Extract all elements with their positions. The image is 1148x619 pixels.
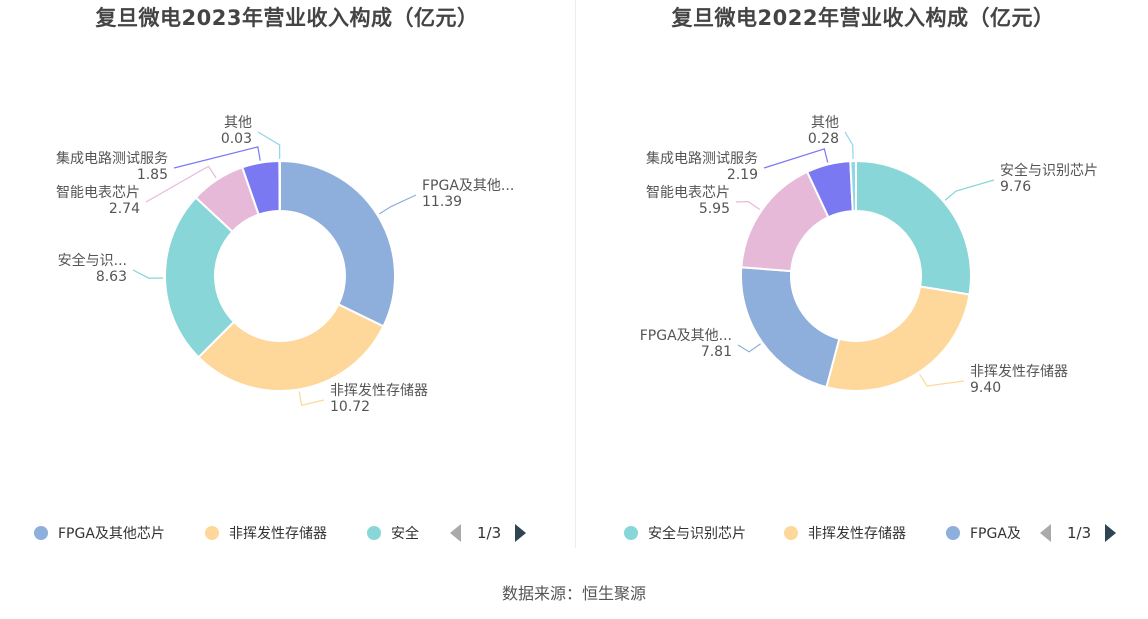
legend-item[interactable]: 非挥发性存储器 (205, 520, 327, 546)
slice-label: 集成电路测试服务 (56, 150, 168, 167)
leader-line (145, 165, 217, 203)
slice-value-label: 1.85 (137, 167, 168, 183)
legend-label: 安全 (391, 526, 419, 542)
slice-1[interactable] (279, 159, 396, 328)
slice-value-label: 11.39 (422, 194, 462, 210)
slice-value-label: 0.03 (221, 131, 252, 147)
legend-dot (784, 526, 798, 540)
legend-label: 非挥发性存储器 (808, 526, 906, 542)
slice-value-label: 8.63 (96, 269, 127, 285)
slice-value-label: 9.76 (1000, 179, 1031, 195)
slice-label: FPGA及其他... (640, 328, 732, 344)
legend-dot (367, 526, 381, 540)
legend-item[interactable]: 安全 (367, 520, 419, 546)
legend-label: FPGA及其他芯片 (58, 526, 165, 542)
chevron-right-icon[interactable] (1105, 524, 1117, 542)
leader-line (844, 131, 854, 160)
leader-line (735, 200, 761, 211)
leader-line (257, 131, 281, 160)
leader-line (919, 373, 965, 387)
chart-title: 复旦微电2022年营业收入构成（亿元） (671, 6, 1055, 30)
slice-6[interactable] (849, 159, 857, 213)
legend-dot (34, 526, 48, 540)
leader-line (763, 148, 829, 169)
slice-label: 安全与识别芯片 (1000, 162, 1098, 179)
slice-3[interactable] (740, 266, 841, 389)
chevron-left-icon[interactable] (1040, 524, 1051, 542)
legend-label: 安全与识别芯片 (648, 526, 746, 542)
slice-label: 非挥发性存储器 (330, 383, 428, 399)
slice-3[interactable] (164, 196, 236, 359)
slice-value-label: 2.74 (109, 201, 140, 217)
slice-label: 集成电路测试服务 (646, 150, 758, 167)
leader-line (132, 269, 164, 279)
leader-line (173, 146, 261, 169)
panel-divider (575, 0, 576, 548)
slice-2[interactable] (825, 285, 971, 392)
legend-dot (946, 526, 960, 540)
slice-label: 智能电表芯片 (646, 185, 730, 201)
legend: FPGA及其他芯片 非挥发性存储器 安全 1/3 (0, 520, 574, 546)
chart-panel-2023: 复旦微电2023年营业收入构成（亿元） FPGA及其他... 11.39 非挥发性存… (0, 0, 574, 550)
slice-value-label: 5.95 (699, 201, 730, 217)
leader-line (944, 179, 995, 201)
slice-2[interactable] (197, 303, 385, 392)
legend-item[interactable]: FPGA及 (946, 520, 1021, 546)
legend-pager: 1/3 (450, 520, 527, 546)
leader-line (378, 194, 417, 215)
legend-pager: 1/3 (1040, 520, 1117, 546)
slice-6[interactable] (278, 159, 281, 213)
leader-line (298, 391, 325, 406)
chart-panel-2022: 复旦微电2022年营业收入构成（亿元） 安全与识别芯片 9.76 非挥发性存储器 9.… (576, 0, 1148, 550)
slice-label: 非挥发性存储器 (970, 364, 1068, 380)
legend: 安全与识别芯片 非挥发性存储器 FPGA及 1/3 (576, 520, 1148, 546)
chart-title: 复旦微电2023年营业收入构成（亿元） (95, 6, 479, 30)
legend-label: 非挥发性存储器 (229, 526, 327, 542)
legend-dot (205, 526, 219, 540)
legend-item[interactable]: 安全与识别芯片 (624, 520, 746, 546)
slice-value-label: 0.28 (808, 131, 839, 147)
legend-item[interactable]: FPGA及其他芯片 (34, 520, 165, 546)
slice-label: 智能电表芯片 (56, 185, 140, 201)
chevron-right-icon[interactable] (515, 524, 527, 542)
leader-line (737, 343, 761, 353)
slice-label: FPGA及其他... (422, 178, 514, 194)
slice-label: 其他 (224, 115, 252, 131)
slice-1[interactable] (855, 159, 972, 296)
legend-page-indicator: 1/3 (477, 524, 502, 542)
data-source: 数据来源：恒生聚源 (501, 584, 646, 603)
legend-item[interactable]: 非挥发性存储器 (784, 520, 906, 546)
legend-page-indicator: 1/3 (1067, 524, 1092, 542)
slice-label: 安全与识... (58, 252, 127, 269)
slice-value-label: 2.19 (727, 167, 758, 183)
slice-label: 其他 (811, 115, 839, 131)
chevron-left-icon[interactable] (450, 524, 461, 542)
slice-value-label: 7.81 (701, 344, 732, 360)
slice-value-label: 9.40 (970, 380, 1001, 396)
legend-dot (624, 526, 638, 540)
slice-value-label: 10.72 (330, 399, 370, 415)
legend-label: FPGA及 (970, 526, 1021, 542)
